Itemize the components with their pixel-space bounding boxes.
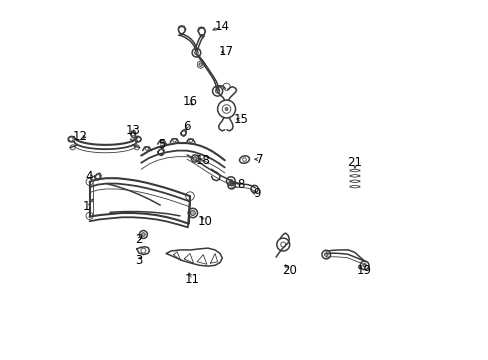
- Text: 5: 5: [158, 138, 165, 150]
- Text: 15: 15: [233, 113, 248, 126]
- Circle shape: [194, 51, 198, 54]
- Text: 20: 20: [281, 264, 296, 277]
- Text: 12: 12: [73, 130, 87, 144]
- Text: 19: 19: [356, 264, 371, 277]
- Text: 21: 21: [347, 156, 362, 169]
- Text: 1: 1: [83, 201, 90, 213]
- Circle shape: [324, 253, 327, 256]
- Text: 9: 9: [253, 187, 260, 200]
- Circle shape: [362, 264, 366, 267]
- Text: 17: 17: [218, 45, 233, 58]
- Circle shape: [224, 108, 227, 111]
- Circle shape: [142, 233, 145, 236]
- Text: 2: 2: [135, 233, 142, 246]
- Text: 8: 8: [237, 178, 244, 191]
- Text: 6: 6: [183, 120, 190, 133]
- Text: 4: 4: [86, 170, 93, 183]
- Text: 18: 18: [195, 154, 210, 167]
- Text: 11: 11: [184, 273, 200, 286]
- Text: 13: 13: [125, 124, 140, 137]
- Circle shape: [193, 157, 196, 160]
- Text: 14: 14: [214, 20, 229, 33]
- Circle shape: [190, 211, 195, 216]
- Text: 16: 16: [182, 95, 197, 108]
- Text: 7: 7: [255, 153, 263, 166]
- Text: 3: 3: [135, 254, 142, 267]
- Text: 10: 10: [197, 215, 212, 228]
- Circle shape: [199, 63, 202, 66]
